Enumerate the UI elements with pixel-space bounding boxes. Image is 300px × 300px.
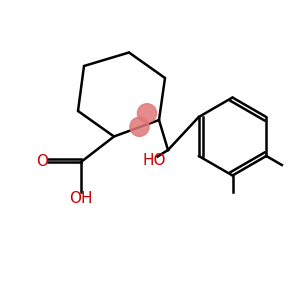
- Circle shape: [130, 117, 149, 136]
- Text: OH: OH: [69, 191, 93, 206]
- Text: O: O: [37, 154, 49, 169]
- Circle shape: [137, 104, 157, 123]
- Text: HO: HO: [143, 153, 166, 168]
